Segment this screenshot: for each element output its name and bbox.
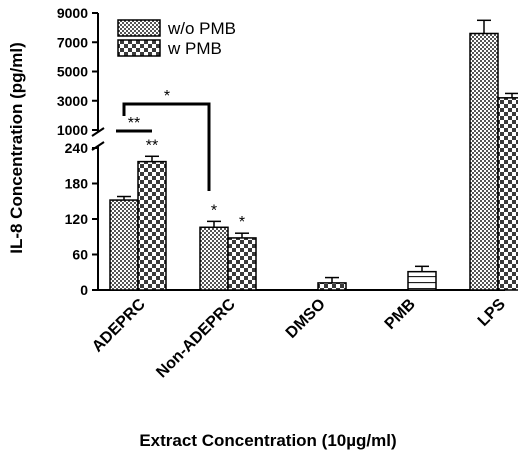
y-tick-label: 180 [65, 176, 89, 192]
bar [317, 282, 347, 291]
y-tick-label: 5000 [57, 64, 88, 80]
bar [469, 32, 499, 291]
x-tick-label: Non-ADEPRC [153, 295, 239, 381]
y-tick-label: 60 [72, 247, 88, 263]
y-axis-title: IL-8 Concentration (pg/ml) [7, 42, 26, 254]
bar [407, 270, 437, 291]
significance-label: * [211, 202, 217, 219]
bar [199, 226, 229, 291]
y-tick-label: 240 [65, 140, 89, 156]
bar [109, 199, 139, 291]
significance-label: ** [146, 137, 158, 154]
axis-break-mark [91, 127, 105, 137]
bar [137, 160, 167, 291]
legend-swatch [117, 39, 161, 57]
y-tick-label: 3000 [57, 93, 88, 109]
comparison-label: * [164, 88, 170, 105]
y-tick-label: 120 [65, 211, 89, 227]
comparison-bracket [122, 102, 211, 191]
x-tick-label: LPS [475, 296, 509, 330]
significance-label: * [239, 214, 245, 231]
bar [227, 237, 257, 291]
y-tick-label: 1000 [57, 122, 88, 138]
x-tick-label: ADEPRC [89, 295, 149, 355]
legend-label: w PMB [167, 39, 222, 58]
y-tick-label: 7000 [57, 34, 88, 50]
bar [497, 97, 518, 291]
legend-label: w/o PMB [167, 19, 236, 38]
x-axis-title: Extract Concentration (10µg/ml) [139, 431, 396, 450]
x-tick-label: DMSO [283, 296, 329, 342]
y-tick-label: 9000 [57, 5, 88, 21]
x-tick-label: PMB [382, 296, 419, 333]
comparison-label: ** [128, 115, 140, 132]
y-tick-label: 0 [80, 282, 88, 298]
legend-swatch [117, 19, 161, 37]
